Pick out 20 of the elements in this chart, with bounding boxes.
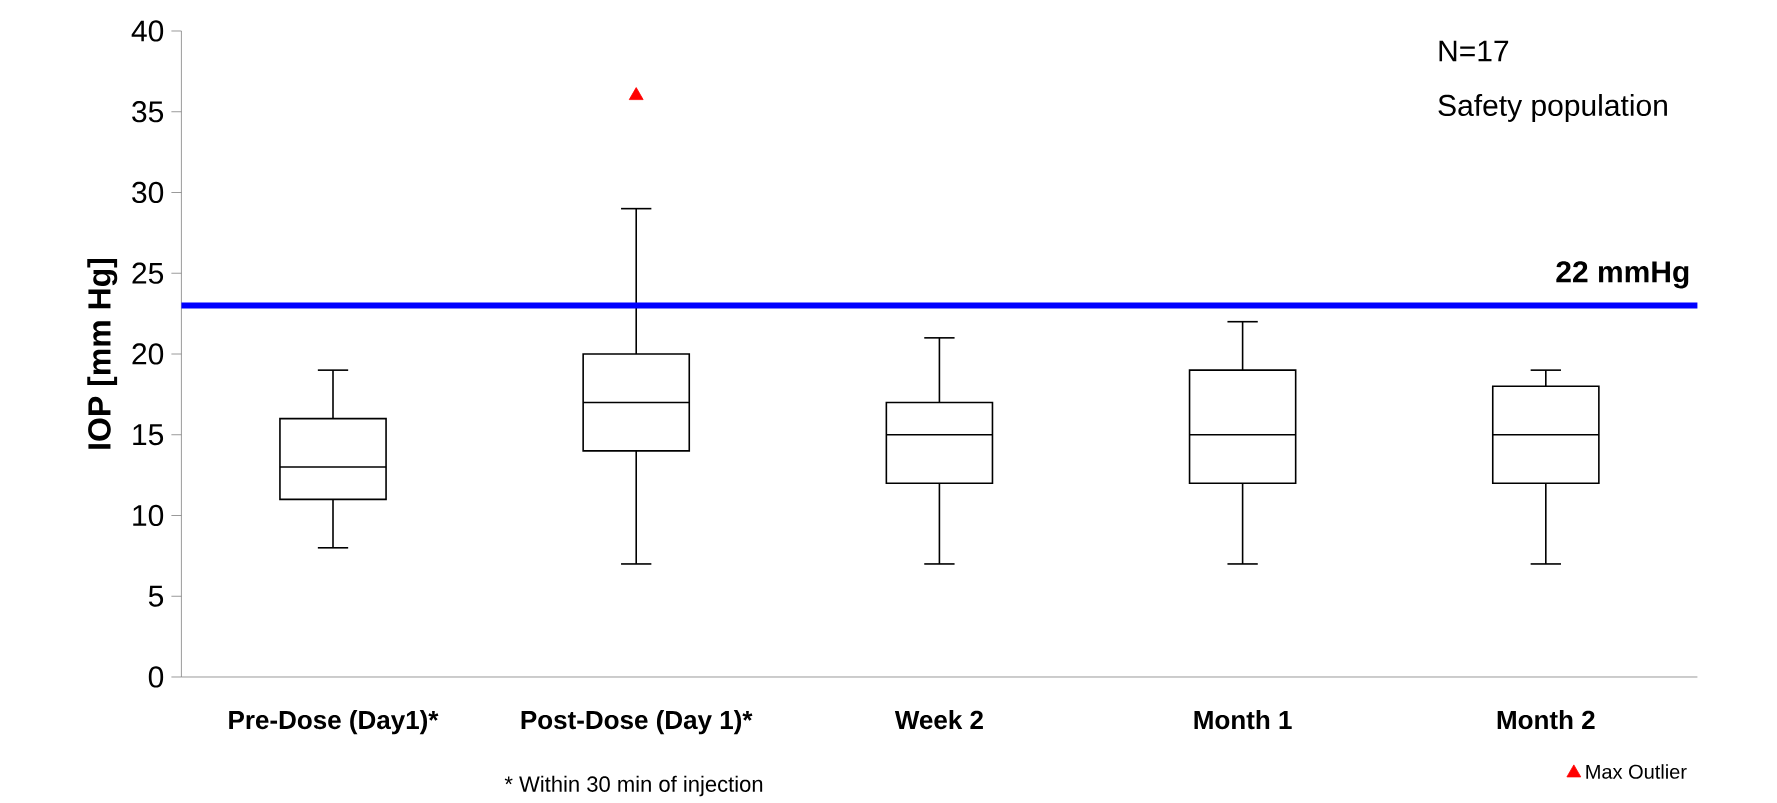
y-tick-label: 5 (148, 585, 164, 607)
y-tick-label: 0 (148, 666, 164, 688)
x-tick-label: Month 1 (1194, 710, 1292, 730)
y-tick-label: 30 (132, 181, 164, 204)
text: * Within 30 min of injection (504, 775, 763, 797)
y-tick-label: 20 (132, 343, 164, 365)
y-tick-label: 35 (132, 101, 164, 123)
y-axis-title: IOP [mm Hg] (87, 258, 118, 449)
y-tick-label: 15 (133, 424, 164, 446)
x-tick-label: Month 2 (1497, 710, 1595, 730)
y-tick-label: 40 (131, 20, 164, 42)
annotation: N=17 (1439, 40, 1509, 62)
ref-line-label: 22 mmHg (1556, 261, 1689, 289)
y-tick-label: 10 (133, 504, 164, 527)
legend-label: Max Outlier (1586, 764, 1687, 779)
x-tick-label: Pre-Dose (Day1)* (229, 710, 439, 735)
y-tick-label: 25 (132, 262, 164, 284)
x-tick-label: Post-Dose (Day 1)* (521, 710, 753, 735)
annotation: Safety population (1438, 94, 1667, 122)
x-tick-label: Week 2 (894, 710, 983, 730)
